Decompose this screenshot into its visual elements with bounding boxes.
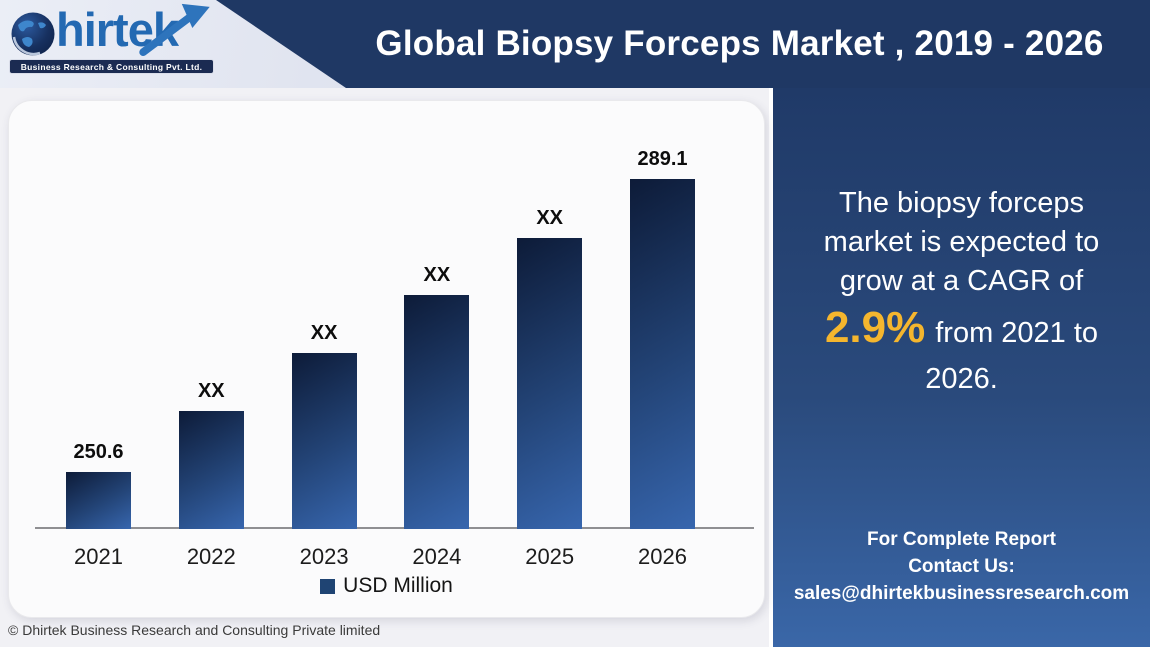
bar-chart-plot: 250.6 2021 XX 2022 XX 2023 XX 2024 XX 2025 289.1 20… bbox=[9, 101, 766, 569]
x-tick-2023: 2023 bbox=[299, 544, 349, 569]
logo-tagline: Business Research & Consulting Pvt. Ltd. bbox=[9, 59, 214, 74]
x-tick-2021: 2021 bbox=[74, 544, 123, 569]
bar-slot-2021: 250.6 2021 bbox=[42, 101, 155, 569]
bar-slot-2024: XX 2024 bbox=[380, 101, 493, 569]
x-axis-line bbox=[35, 527, 754, 529]
bar-2024 bbox=[404, 295, 470, 529]
bar-value-2022: XX bbox=[197, 380, 225, 402]
legend-color-swatch bbox=[320, 578, 336, 594]
bar-2023 bbox=[291, 353, 357, 529]
bar-slot-2023: XX 2023 bbox=[268, 101, 381, 569]
page-title: Global Biopsy Forceps Market , 2019 - 20… bbox=[375, 24, 1104, 63]
chart-card: 250.6 2021 XX 2022 XX 2023 XX 2024 XX 2025 289.1 20… bbox=[8, 100, 765, 618]
contact-email: sales@dhirtekbusinessresearch.com bbox=[793, 583, 1130, 604]
chart-section: 250.6 2021 XX 2022 XX 2023 XX 2024 XX 2025 289.1 20… bbox=[0, 88, 769, 647]
summary-line-3: grow at a CAGR of bbox=[839, 265, 1084, 297]
cagr-summary-text: The biopsy forceps market is expected to… bbox=[773, 184, 1150, 399]
logo-globe-d-icon bbox=[11, 12, 55, 56]
bar-value-2023: XX bbox=[310, 322, 338, 344]
bar-value-2026: 289.1 bbox=[637, 148, 688, 170]
summary-line-5: 2026. bbox=[925, 363, 998, 395]
legend-label: USD Million bbox=[343, 574, 453, 597]
bar-value-2024: XX bbox=[423, 264, 451, 286]
summary-line-2: market is expected to bbox=[823, 226, 1100, 258]
bar-value-2021: 250.6 bbox=[73, 441, 124, 463]
title-banner: hirtek Business Research & Consulting Pv… bbox=[0, 0, 1150, 88]
x-tick-2026: 2026 bbox=[638, 544, 687, 569]
contact-block: For Complete Report Contact Us: sales@dh… bbox=[773, 526, 1150, 607]
chart-legend: USD Million bbox=[9, 574, 764, 598]
bar-2025 bbox=[517, 238, 583, 529]
summary-line-4: 2.9% from 2021 to bbox=[773, 301, 1150, 360]
logo: hirtek Business Research & Consulting Pv… bbox=[0, 0, 346, 88]
bar-2022 bbox=[178, 411, 244, 529]
x-tick-2022: 2022 bbox=[186, 544, 236, 569]
logo-growth-arrow-icon bbox=[139, 3, 210, 56]
bar-slot-2025: XX 2025 bbox=[493, 101, 606, 569]
contact-subheading: Contact Us: bbox=[908, 556, 1015, 577]
x-tick-2025: 2025 bbox=[525, 544, 575, 569]
copyright-text: © Dhirtek Business Research and Consulti… bbox=[8, 622, 381, 638]
bar-2026 bbox=[630, 179, 695, 529]
bar-value-2025: XX bbox=[536, 207, 564, 229]
summary-panel: The biopsy forceps market is expected to… bbox=[773, 88, 1150, 647]
summary-line-1: The biopsy forceps bbox=[838, 187, 1084, 219]
logo-wordmark: hirtek bbox=[56, 3, 179, 56]
x-tick-2024: 2024 bbox=[412, 544, 462, 569]
cagr-value: 2.9% bbox=[824, 303, 926, 352]
bar-slot-2022: XX 2022 bbox=[155, 101, 268, 569]
bar-slot-2026: 289.1 2026 bbox=[606, 101, 719, 569]
bar-2021 bbox=[66, 472, 131, 529]
cagr-suffix-text: from 2021 to bbox=[935, 317, 1099, 349]
contact-heading: For Complete Report bbox=[867, 529, 1056, 550]
